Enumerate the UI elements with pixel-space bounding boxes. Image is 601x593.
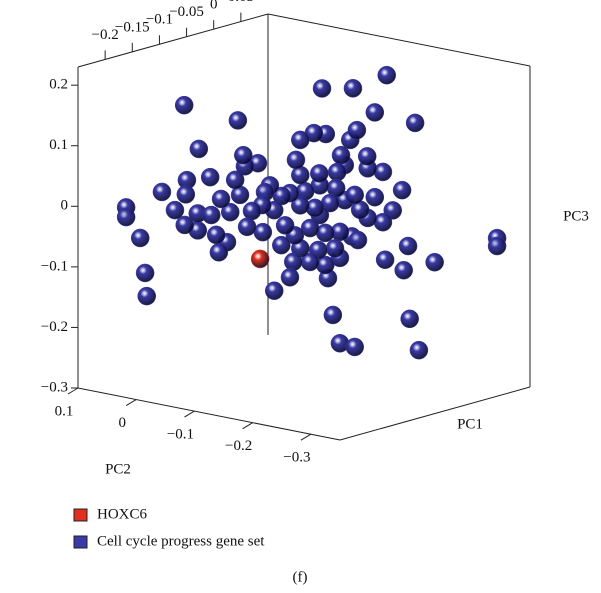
point — [325, 239, 345, 258]
box-edge — [77, 13, 269, 68]
y-tick-label: −0.3 — [283, 450, 310, 466]
point — [327, 162, 347, 182]
z-tick-label: −0.3 — [41, 379, 68, 395]
z-tick-label: 0.2 — [49, 77, 68, 93]
legend-label: HOXC6 — [97, 506, 148, 522]
z-tick-label: −0.2 — [41, 319, 68, 335]
point — [130, 228, 150, 248]
point — [365, 103, 385, 122]
legend-label: Cell cycle progress gene set — [97, 533, 265, 549]
y-tick — [242, 422, 253, 430]
point — [275, 216, 295, 235]
point — [345, 337, 364, 357]
caption: (f) — [293, 569, 308, 585]
point — [152, 182, 172, 202]
point — [405, 113, 425, 133]
point — [331, 145, 351, 165]
point — [392, 180, 412, 200]
point — [310, 164, 329, 183]
point — [425, 252, 444, 272]
point — [400, 309, 419, 329]
point — [365, 187, 385, 207]
z-tick-label: 0.1 — [49, 137, 68, 153]
x-tick-label: −0.2 — [92, 27, 119, 43]
point — [206, 225, 226, 245]
point — [487, 236, 507, 256]
point — [347, 120, 367, 140]
point — [345, 185, 364, 205]
point — [116, 207, 136, 227]
point — [323, 305, 343, 325]
z-tick-label: −0.1 — [41, 258, 68, 274]
point — [209, 243, 229, 262]
point — [225, 170, 245, 190]
point — [176, 185, 196, 204]
y-tick — [184, 410, 195, 418]
point — [409, 340, 429, 360]
point — [189, 139, 209, 159]
point — [312, 79, 332, 98]
x-tick-label: −0.1 — [146, 12, 173, 28]
y-tick — [67, 387, 79, 395]
z-tick-label: 0 — [61, 198, 69, 214]
point — [283, 252, 303, 272]
point — [175, 215, 194, 235]
point — [135, 263, 155, 283]
y-axis-label: PC2 — [105, 461, 131, 477]
point — [348, 230, 368, 250]
point — [291, 196, 310, 215]
point — [253, 222, 273, 242]
point — [343, 79, 363, 98]
y-tick — [300, 433, 312, 441]
box-edge — [77, 387, 341, 441]
point — [165, 200, 185, 220]
z-axis-label: PC3 — [563, 208, 589, 224]
point — [137, 286, 156, 306]
point — [291, 130, 310, 150]
point — [228, 111, 248, 130]
point — [373, 162, 393, 182]
point — [237, 217, 257, 237]
x-axis-label: PC1 — [457, 416, 483, 432]
y-tick — [125, 399, 137, 406]
point — [211, 189, 231, 209]
point — [375, 250, 395, 269]
point — [202, 205, 221, 225]
point — [250, 249, 270, 269]
legend-swatch — [73, 535, 88, 549]
point — [280, 268, 300, 287]
legend-swatch — [73, 508, 88, 522]
box-edge — [267, 13, 531, 67]
point — [394, 260, 413, 280]
point — [286, 150, 306, 170]
y-tick-label: −0.1 — [167, 427, 194, 443]
point — [272, 235, 291, 255]
point — [174, 95, 194, 115]
y-tick-label: 0.1 — [55, 403, 74, 419]
point — [234, 145, 253, 165]
point — [398, 236, 418, 256]
point — [264, 281, 284, 300]
box-edge — [339, 386, 531, 441]
x-tick-label: 0 — [210, 0, 218, 13]
x-tick-label: −0.15 — [115, 19, 150, 35]
point — [221, 202, 240, 222]
x-tick-label: −0.05 — [169, 4, 204, 20]
point — [300, 218, 320, 238]
point — [357, 147, 377, 166]
x-tick-label: 0.05 — [228, 0, 254, 5]
y-tick-label: 0 — [118, 415, 126, 431]
point — [377, 65, 397, 85]
point — [242, 201, 262, 221]
y-tick-label: −0.2 — [225, 438, 252, 454]
point — [200, 167, 220, 187]
